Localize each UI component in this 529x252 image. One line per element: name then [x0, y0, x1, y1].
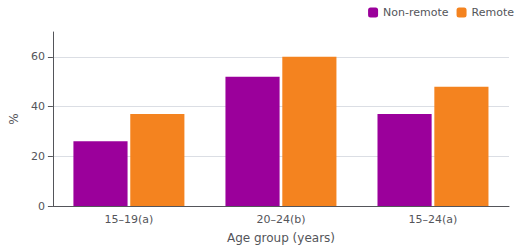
- svg-text:Remote: Remote: [472, 6, 515, 19]
- svg-text:15–24(a): 15–24(a): [409, 213, 458, 226]
- svg-text:0: 0: [38, 200, 45, 213]
- svg-text:Age group (years): Age group (years): [227, 231, 335, 245]
- svg-text:40: 40: [31, 100, 45, 113]
- svg-text:Non-remote: Non-remote: [383, 6, 449, 19]
- svg-text:%: %: [7, 113, 21, 124]
- svg-text:20: 20: [31, 150, 45, 163]
- svg-text:20–24(b): 20–24(b): [256, 213, 305, 226]
- svg-text:15–19(a): 15–19(a): [105, 213, 154, 226]
- svg-text:60: 60: [31, 50, 45, 63]
